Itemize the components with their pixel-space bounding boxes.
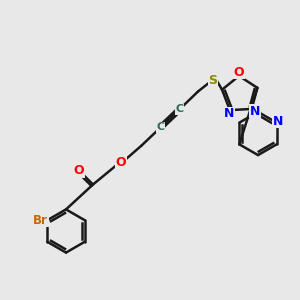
Text: S: S [208, 74, 217, 88]
Text: C: C [156, 122, 165, 133]
Text: O: O [74, 164, 84, 177]
Text: N: N [224, 107, 235, 120]
Text: O: O [116, 155, 126, 169]
Text: N: N [250, 105, 260, 118]
Text: O: O [234, 66, 244, 79]
Text: Br: Br [33, 214, 48, 227]
Text: C: C [175, 104, 184, 115]
Text: N: N [273, 115, 284, 128]
